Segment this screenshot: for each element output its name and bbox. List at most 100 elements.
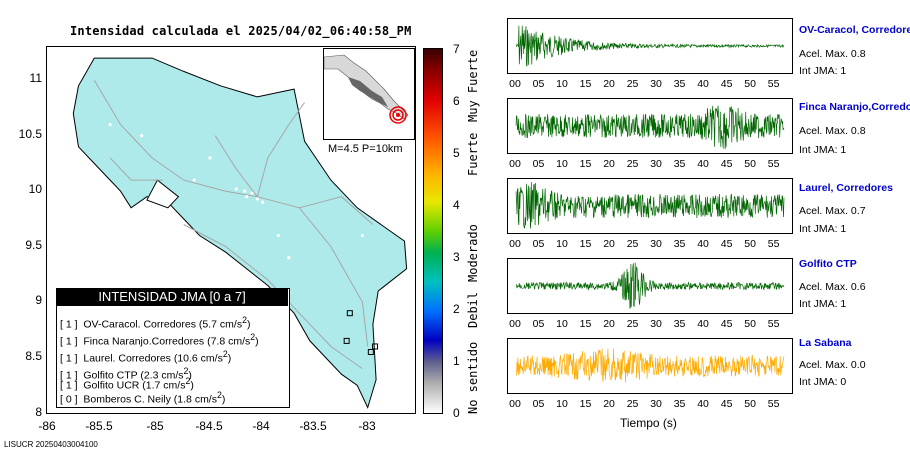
- station-name: Laurel, Corredores: [799, 182, 893, 194]
- time-tick: 30: [650, 78, 662, 90]
- waveform-series: [515, 348, 785, 383]
- time-tick: 00: [509, 398, 521, 410]
- time-tick: 20: [603, 318, 615, 330]
- road-line: [214, 135, 258, 198]
- town-dot: [276, 233, 280, 238]
- station-jma: Int JMA: 0: [799, 376, 847, 388]
- x-axis-label: Tiempo (s): [620, 416, 677, 430]
- colorbar-tick: 6: [453, 94, 460, 108]
- station-acel: Acel. Max. 0.0: [799, 359, 866, 371]
- town-dot: [234, 187, 238, 191]
- trace-plot: [507, 178, 793, 234]
- town-dot: [108, 123, 112, 127]
- town-dot: [140, 134, 144, 138]
- colorbar-tick: 1: [453, 354, 460, 368]
- lat-tick: 8.5: [25, 349, 42, 363]
- location-inset: [323, 48, 415, 140]
- time-tick: 00: [509, 318, 521, 330]
- station-marker: [367, 349, 374, 355]
- trace-plot: [507, 98, 793, 154]
- time-tick: 15: [579, 318, 592, 330]
- time-tick: 50: [744, 398, 756, 410]
- lon-tick: -85.5: [85, 419, 113, 433]
- colorbar-tick: 5: [453, 146, 460, 160]
- colorbar-word: Moderado: [466, 224, 480, 282]
- station-acel: Acel. Max. 0.6: [799, 281, 866, 293]
- waveform: [515, 105, 785, 150]
- lat-tick: 10.5: [18, 127, 42, 141]
- time-tick: 10: [556, 318, 568, 330]
- town-dot: [260, 200, 265, 204]
- colorbar-tick: 3: [453, 250, 460, 264]
- intensity-legend: [56, 288, 290, 408]
- time-tick: 40: [697, 318, 709, 330]
- time-tick: 30: [650, 398, 662, 410]
- town-dot: [250, 191, 254, 195]
- lat-tick: 9: [35, 293, 42, 307]
- footer-id: LISUCR 20250403004100: [4, 440, 98, 449]
- time-tick: 25: [626, 398, 639, 410]
- time-tick: 35: [673, 318, 686, 330]
- station-jma: Int JMA: 1: [799, 298, 847, 310]
- time-tick: 10: [556, 398, 568, 410]
- legend-row: [ 1 ] OV-Caracol. Corredores (5.7 cm/s2): [60, 315, 251, 331]
- colorbar-word: No sentido: [466, 341, 480, 414]
- lat-tick: 11: [29, 71, 42, 85]
- station-acel: Acel. Max. 0.8: [799, 48, 866, 60]
- time-tick: 15: [579, 238, 592, 250]
- waveform: [515, 348, 785, 383]
- time-tick: 15: [579, 398, 592, 410]
- time-tick: 45: [720, 318, 733, 330]
- time-tick: 25: [626, 158, 639, 170]
- time-tick: 55: [767, 318, 780, 330]
- town-dot: [287, 256, 291, 260]
- magnitude-label: M=4.5 P=10km: [328, 143, 403, 155]
- time-tick: 35: [673, 78, 686, 90]
- station-acel: Acel. Max. 0.7: [799, 205, 866, 217]
- time-tick: 25: [626, 78, 639, 90]
- time-tick: 05: [532, 158, 545, 170]
- time-tick: 55: [767, 238, 780, 250]
- time-tick: 20: [603, 158, 615, 170]
- time-tick: 55: [767, 158, 780, 170]
- colorbar-tick: 4: [453, 198, 460, 212]
- gulf-shape: [146, 179, 180, 209]
- time-tick: 45: [720, 78, 733, 90]
- time-tick: 05: [532, 318, 545, 330]
- waveform-series: [515, 262, 785, 309]
- time-tick: 05: [532, 238, 545, 250]
- colorbar-word: Muy Fuerte: [466, 49, 480, 122]
- station-name: OV-Caracol, Corredores: [799, 24, 910, 36]
- lat-tick: 10: [28, 182, 42, 196]
- town-dot: [360, 233, 365, 238]
- lon-tick: -85: [146, 419, 164, 433]
- time-tick: 00: [509, 238, 521, 250]
- time-tick: 35: [673, 158, 686, 170]
- map-canvas: [72, 57, 408, 409]
- land-shape: [72, 57, 408, 409]
- time-tick: 45: [720, 398, 733, 410]
- station-jma: Int JMA: 1: [799, 223, 847, 235]
- time-tick: 20: [603, 78, 615, 90]
- time-tick: 45: [720, 238, 733, 250]
- station-jma: Int JMA: 1: [799, 144, 847, 156]
- inset-map: [323, 54, 409, 124]
- lon-tick: -84: [252, 419, 270, 433]
- time-tick: 40: [697, 238, 709, 250]
- legend-row: [ 1 ] Golfito CTP (2.3 cm/s2): [60, 366, 192, 382]
- chart-title: Intensidad calculada el 2025/04/02_06:40…: [70, 24, 412, 38]
- time-tick: 30: [650, 318, 662, 330]
- time-tick: 50: [744, 78, 756, 90]
- time-tick: 00: [509, 78, 521, 90]
- time-tick: 25: [626, 318, 639, 330]
- time-tick: 20: [603, 238, 615, 250]
- waveform: [515, 262, 785, 309]
- road-line: [256, 102, 306, 197]
- legend-row: [ 1 ] Laurel. Corredores (10.6 cm/s2): [60, 349, 232, 365]
- waveform: [515, 182, 785, 229]
- time-tick: 35: [673, 238, 686, 250]
- intensity-colorbar: [423, 48, 443, 414]
- time-tick: 55: [767, 398, 780, 410]
- station-acel: Acel. Max. 0.8: [799, 125, 866, 137]
- waveform-series: [515, 105, 785, 150]
